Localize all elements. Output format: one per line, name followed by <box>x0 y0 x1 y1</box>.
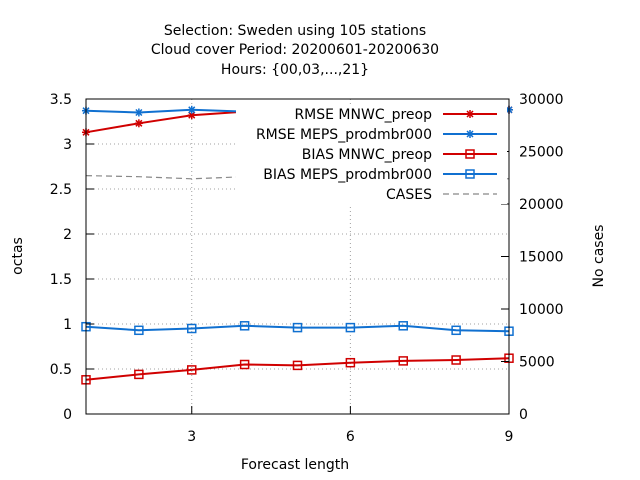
legend-item-background <box>236 144 507 164</box>
y-tick-label: 0 <box>63 407 72 423</box>
legend-label: RMSE MNWC_preop <box>294 107 432 123</box>
y2-tick-label: 0 <box>519 407 528 423</box>
y2-tick-label: 10000 <box>519 302 564 318</box>
data-point <box>292 322 303 333</box>
y2-tick-label: 25000 <box>519 145 564 161</box>
y-axis-label: octas <box>10 237 26 275</box>
legend-label: BIAS MNWC_preop <box>302 147 432 163</box>
series-bias-meps-prodmbr000 <box>81 321 514 336</box>
x-tick-label: 6 <box>346 429 355 445</box>
data-point <box>187 365 197 375</box>
series-line-bias-mnwc-preop <box>85 357 510 381</box>
series-line-bias-meps-prodmbr000 <box>85 324 510 333</box>
legend-label: RMSE MEPS_prodmbr000 <box>256 127 432 143</box>
data-point <box>134 325 144 336</box>
data-point <box>345 357 356 368</box>
x-tick-label: 3 <box>187 429 196 445</box>
axis-ticks: 00.511.522.533.53 6 9050001000015000200002… <box>50 92 564 445</box>
data-point <box>187 105 196 114</box>
series-bias-mnwc-preop <box>81 353 514 385</box>
title-line-1: Selection: Sweden using 105 stations <box>164 23 426 39</box>
data-point <box>398 321 408 331</box>
data-point <box>451 325 461 336</box>
y2-tick-label: 15000 <box>519 250 564 266</box>
y-tick-label: 1 <box>63 317 72 333</box>
legend-item-background <box>236 164 507 184</box>
legend-item-background <box>236 104 507 124</box>
chart-title: Selection: Sweden using 105 stations Clo… <box>151 23 439 78</box>
legend-item-cases: CASES <box>236 184 507 204</box>
x-tick-label: 9 <box>505 429 514 445</box>
data-point <box>451 355 461 365</box>
legend-marker <box>465 149 475 159</box>
legend-item-rmse-mnwc-preop: RMSE MNWC_preop <box>236 104 507 124</box>
title-line-2: Cloud cover Period: 20200601-20200630 <box>151 42 439 58</box>
y-tick-label: 3.5 <box>50 92 72 108</box>
y2-tick-label: 30000 <box>519 92 564 108</box>
y-tick-label: 3 <box>63 137 72 153</box>
legend-item-bias-meps-prodmbr000: BIAS MEPS_prodmbr000 <box>236 164 507 184</box>
legend-marker <box>466 110 474 118</box>
y2-tick-label: 20000 <box>519 197 564 213</box>
data-point <box>398 356 408 366</box>
legend-label: CASES <box>386 187 432 203</box>
legend-marker <box>465 169 475 179</box>
legend-item-background <box>236 184 507 204</box>
y2-axis-label: No cases <box>591 225 607 288</box>
data-point <box>239 359 250 370</box>
data-point <box>187 323 197 334</box>
legend: RMSE MNWC_preop RMSE MEPS_prodmbr000 BIAS … <box>236 104 507 204</box>
data-point <box>345 322 356 333</box>
legend-marker <box>466 130 474 138</box>
data-point <box>134 369 144 380</box>
y-tick-label: 1.5 <box>50 272 72 288</box>
data-point <box>292 360 303 371</box>
legend-item-bias-mnwc-preop: BIAS MNWC_preop <box>236 144 507 164</box>
y-tick-label: 2.5 <box>50 182 72 198</box>
title-line-3: Hours: {00,03,...,21} <box>221 62 369 78</box>
y-tick-label: 2 <box>63 227 72 243</box>
data-point <box>134 108 143 117</box>
data-point <box>134 119 143 128</box>
legend-label: BIAS MEPS_prodmbr000 <box>263 167 432 183</box>
data-point <box>239 321 250 331</box>
y-tick-label: 0.5 <box>50 362 72 378</box>
legend-item-rmse-meps-prodmbr000: RMSE MEPS_prodmbr000 <box>236 124 507 144</box>
legend-item-background <box>236 124 507 144</box>
x-axis-label: Forecast length <box>241 457 349 473</box>
y2-tick-label: 5000 <box>519 355 555 371</box>
